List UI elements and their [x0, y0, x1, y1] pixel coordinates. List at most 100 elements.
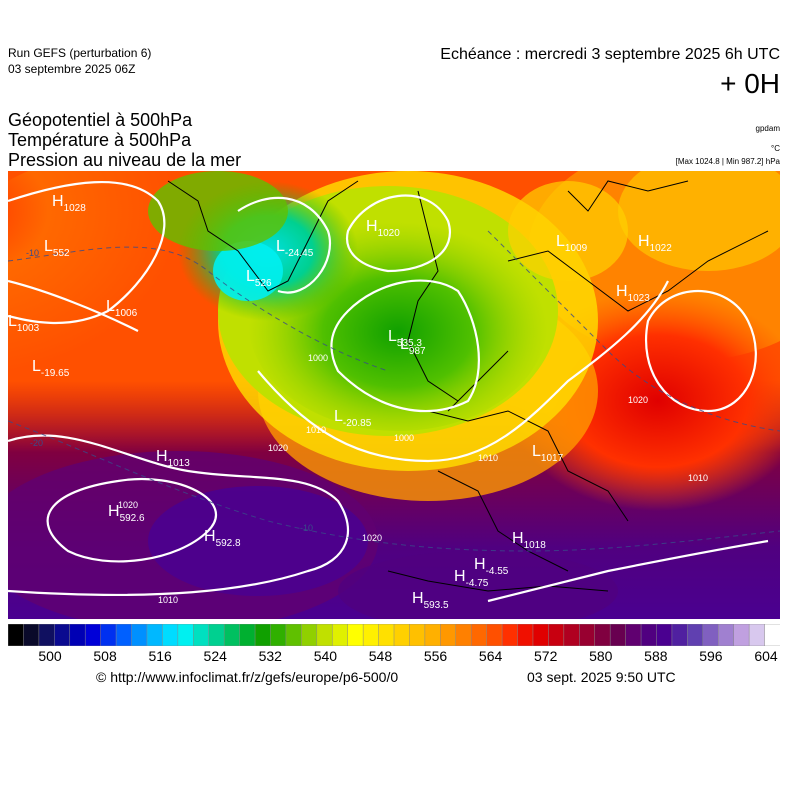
colorbar-tick-label: 508 — [93, 648, 117, 664]
colorbar-swatch — [69, 624, 86, 646]
pressure-marker-value: -4.55 — [486, 566, 509, 577]
contour-label: 1000 — [308, 353, 328, 363]
colorbar-swatch — [347, 624, 364, 646]
pressure-marker-value: 592.6 — [120, 513, 145, 524]
colorbar-tick-label: 572 — [534, 648, 558, 664]
colorbar-tick-label: 548 — [368, 648, 393, 664]
colorbar-swatch — [162, 624, 179, 646]
colorbar — [8, 624, 780, 646]
pressure-marker-value: 593.5 — [424, 600, 449, 611]
pressure-marker-value: -19.65 — [41, 368, 70, 379]
contour-label: 1010 — [306, 425, 326, 435]
colorbar-swatch — [100, 624, 117, 646]
contour-label: 1010 — [688, 473, 708, 483]
run-label: Run GEFS (perturbation 6) — [8, 46, 152, 60]
colorbar-swatch — [517, 624, 534, 646]
run-date: 03 septembre 2025 06Z — [8, 62, 136, 76]
colorbar-swatch — [316, 624, 333, 646]
colorbar-swatch — [501, 624, 519, 646]
colorbar-swatch — [393, 624, 411, 646]
pressure-marker-value: 526 — [255, 278, 272, 289]
colorbar-swatch — [733, 624, 750, 646]
colorbar-tick-label: 524 — [203, 648, 227, 664]
contour-label: 1000 — [394, 433, 414, 443]
colorbar-swatch — [687, 624, 704, 646]
coastlines — [167, 180, 769, 592]
pressure-marker-value: 552 — [53, 248, 70, 259]
colorbar-swatch — [223, 624, 241, 646]
contour-label: 1020 — [628, 395, 648, 405]
pressure-marker-value: -24.45 — [285, 248, 314, 259]
colorbar-swatch — [239, 624, 256, 646]
colorbar-tick-label: 556 — [423, 648, 448, 664]
pressure-marker-value: 1020 — [378, 228, 401, 239]
colorbar-swatch — [702, 624, 719, 646]
colorbar-swatch — [764, 624, 780, 646]
pressure-marker-value: -20.85 — [343, 418, 372, 429]
colorbar-swatch — [193, 624, 210, 646]
contour-label: -10 — [300, 523, 313, 533]
colorbar-tick-label: 596 — [699, 648, 723, 664]
colorbar-swatch — [38, 624, 56, 646]
unit-celsius: °C — [771, 144, 780, 153]
title-geopotential: Géopotentiel à 500hPa — [8, 110, 193, 130]
contour-label: -20 — [30, 438, 43, 448]
colorbar-swatch — [640, 624, 658, 646]
contour-label: 1010 — [478, 453, 498, 463]
pressure-marker-value: 592.8 — [216, 538, 241, 549]
colorbar-swatch — [301, 624, 318, 646]
colorbar-swatch — [609, 624, 627, 646]
colorbar-swatch — [548, 624, 565, 646]
colorbar-swatch — [579, 624, 596, 646]
colorbar-tick-label: 500 — [38, 648, 62, 664]
colorbar-swatch — [532, 624, 550, 646]
colorbar-swatch — [594, 624, 611, 646]
footer-date: 03 sept. 2025 9:50 UTC — [527, 669, 676, 685]
contour-label: 1020 — [362, 533, 382, 543]
colorbar-swatch — [254, 624, 272, 646]
contour-label: -10 — [26, 248, 39, 258]
colorbar-swatch — [563, 624, 581, 646]
colorbar-tick-label: 540 — [313, 648, 338, 664]
unit-gpdam: gpdam — [755, 124, 780, 133]
pressure-marker-value: 987 — [409, 346, 426, 357]
isotherms — [8, 230, 780, 552]
pressure-marker-value: -4.75 — [466, 578, 489, 589]
contour-label: 1020 — [268, 443, 288, 453]
pressure-maxmin: [Max 1024.8 | Min 987.2] hPa — [675, 157, 780, 166]
colorbar-swatch — [424, 624, 442, 646]
colorbar-swatch — [748, 624, 766, 646]
pressure-marker-value: 535.3 — [397, 338, 422, 349]
colorbar-tick-label: 604 — [754, 648, 778, 664]
colorbar-swatch — [625, 624, 642, 646]
weather-map: H1028L552L1006L-19.65L526L-24.45H1020L53… — [8, 171, 780, 619]
colorbar-swatch — [378, 624, 395, 646]
colorbar-swatch — [285, 624, 303, 646]
echeance-label: Echéance : mercredi 3 septembre 2025 6h … — [440, 46, 780, 63]
pressure-marker-value: 1003 — [17, 323, 40, 334]
pressure-marker-value: 1009 — [565, 243, 588, 254]
pressure-markers: H1028L552L1006L-19.65L526L-24.45H1020L53… — [8, 193, 708, 611]
colorbar-swatch — [470, 624, 488, 646]
colorbar-swatch — [84, 624, 102, 646]
source-url: © http://www.infoclimat.fr/z/gefs/europe… — [96, 669, 399, 685]
colorbar-tick-label: 516 — [148, 648, 172, 664]
colorbar-swatch — [671, 624, 689, 646]
colorbar-swatch — [331, 624, 349, 646]
title-temperature: Température à 500hPa — [8, 130, 192, 150]
pressure-marker-value: 1018 — [524, 540, 547, 551]
pressure-marker-value: 1022 — [650, 243, 673, 254]
colorbar-swatch — [177, 624, 195, 646]
colorbar-swatch — [486, 624, 503, 646]
isobars — [8, 180, 769, 603]
colorbar-swatch — [146, 624, 164, 646]
colorbar-swatch — [23, 624, 40, 646]
contour-label: 1020 — [118, 500, 138, 510]
colorbar-swatch — [362, 624, 380, 646]
colorbar-swatch — [208, 624, 225, 646]
lead-time: + 0H — [720, 68, 780, 99]
pressure-marker-value: 1028 — [64, 203, 87, 214]
title-pressure: Pression au niveau de la mer — [8, 150, 242, 170]
colorbar-swatch — [717, 624, 735, 646]
colorbar-swatch — [54, 624, 71, 646]
